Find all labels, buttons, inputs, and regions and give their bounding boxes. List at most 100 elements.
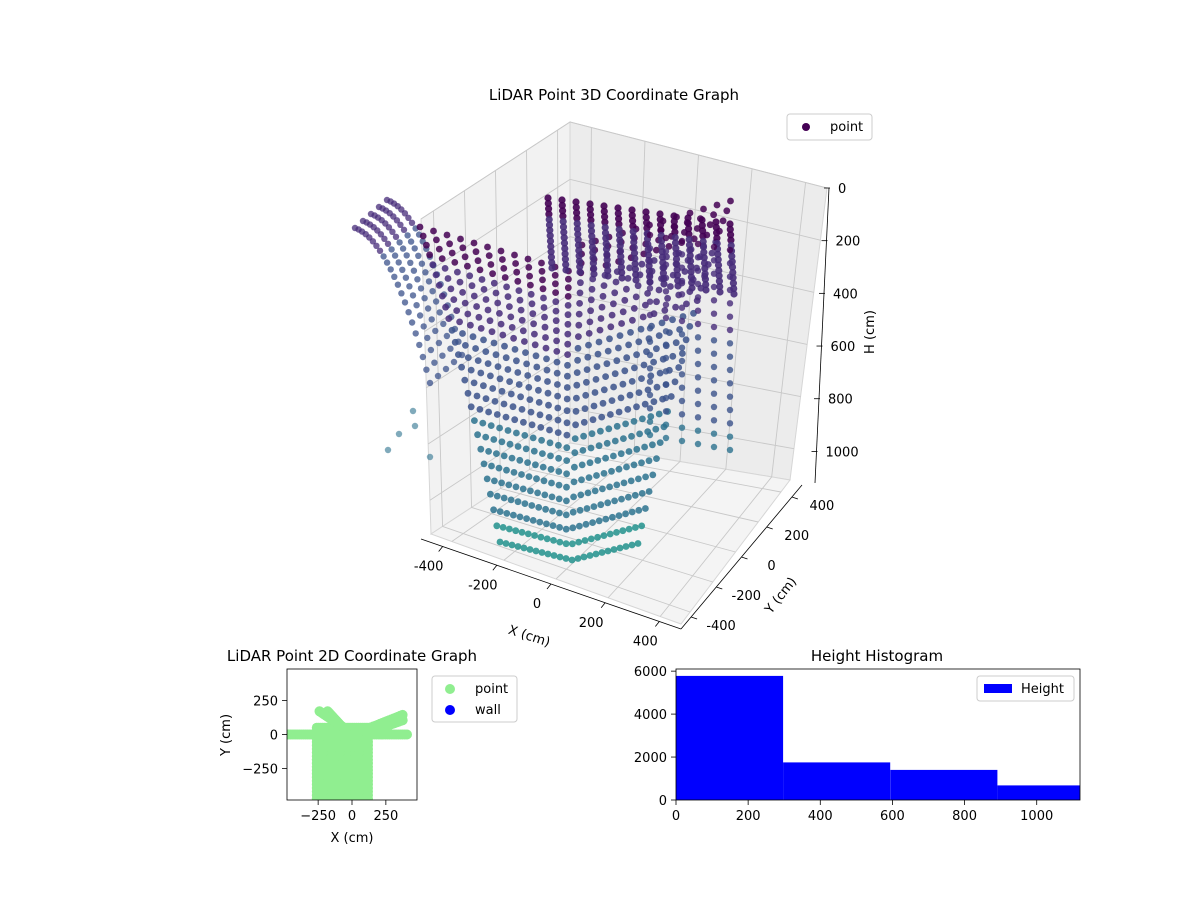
x-axis-label-2d: X (cm) <box>331 831 374 846</box>
data-point <box>485 448 492 455</box>
data-point <box>628 432 635 440</box>
data-point <box>531 532 538 539</box>
data-point <box>564 372 571 380</box>
x-tick-mark <box>655 621 660 627</box>
data-point <box>629 233 638 241</box>
legend-wall-marker <box>445 705 455 715</box>
data-point <box>545 205 553 213</box>
y-gridline <box>495 170 736 553</box>
scatter-2d-points <box>287 706 412 800</box>
data-point <box>571 435 579 442</box>
data-point <box>657 226 665 234</box>
data-point <box>547 248 555 256</box>
data-point <box>624 275 632 282</box>
data-point <box>646 365 654 372</box>
data-point <box>600 207 608 215</box>
data-point <box>726 246 734 254</box>
data-point <box>599 292 607 300</box>
data-point <box>387 266 394 273</box>
data-point <box>685 225 693 233</box>
y-gridline <box>464 190 713 583</box>
data-point <box>540 294 547 302</box>
data-point <box>714 250 722 258</box>
data-point <box>597 501 605 509</box>
data-point <box>710 350 718 357</box>
data-point <box>602 373 609 380</box>
data-point <box>713 229 721 237</box>
data-point <box>574 241 583 249</box>
data-point <box>701 275 710 283</box>
data-point <box>429 288 436 295</box>
data-point <box>543 366 551 374</box>
data-point <box>411 422 419 430</box>
data-point <box>564 320 572 328</box>
data-point <box>723 207 731 215</box>
data-point <box>399 266 406 273</box>
data-point <box>616 236 624 244</box>
data-point <box>728 252 736 260</box>
data-point <box>550 537 557 544</box>
data-point <box>553 337 560 345</box>
z-tick-label: 800 <box>828 393 853 408</box>
data-point <box>482 348 490 355</box>
data-point <box>726 353 734 360</box>
data-point <box>694 334 702 341</box>
data-point <box>624 406 632 413</box>
data-point <box>572 421 579 429</box>
data-point <box>726 366 734 374</box>
data-point <box>662 274 670 282</box>
data-point <box>619 527 627 535</box>
data-point <box>527 290 535 298</box>
data-point <box>596 326 604 334</box>
data-point <box>646 231 654 239</box>
data-point <box>727 197 734 205</box>
data-point <box>678 277 686 285</box>
data-point <box>577 491 585 499</box>
data-point <box>590 503 598 510</box>
data-point <box>710 430 718 437</box>
data-point <box>615 408 623 416</box>
data-point <box>470 292 478 300</box>
data-point <box>501 342 508 350</box>
data-point <box>547 452 554 460</box>
data-point <box>512 527 520 535</box>
data-point <box>513 357 520 365</box>
data-point <box>586 200 594 208</box>
data-point <box>473 392 481 400</box>
legend-point-label: point <box>475 682 508 697</box>
data-point <box>604 347 612 355</box>
data-point <box>434 372 442 380</box>
data-point <box>678 331 686 338</box>
data-point <box>428 316 435 323</box>
data-point <box>523 360 530 368</box>
data-point <box>410 267 418 274</box>
y-tick-label-2d: 250 <box>253 694 278 709</box>
data-point <box>538 436 545 444</box>
data-point <box>686 257 695 265</box>
data-point <box>588 243 597 251</box>
data-point <box>710 363 718 371</box>
data-point <box>678 371 686 378</box>
data-point <box>514 369 522 376</box>
data-point <box>554 404 562 412</box>
data-point <box>563 470 570 478</box>
data-point <box>672 339 680 347</box>
data-point <box>556 509 563 517</box>
data-point <box>645 457 653 465</box>
data-point <box>644 290 651 297</box>
data-point <box>496 310 503 317</box>
data-point <box>563 497 570 505</box>
data-point <box>555 468 563 475</box>
data-point <box>549 507 556 515</box>
data-point <box>675 364 683 371</box>
data-point <box>631 265 640 273</box>
data-point <box>700 254 708 262</box>
x-tick-mark <box>546 583 552 590</box>
data-point <box>592 376 600 383</box>
data-point <box>471 417 478 424</box>
data-point <box>615 225 623 234</box>
data-point <box>715 272 723 280</box>
data-point <box>582 391 590 399</box>
data-point <box>646 258 654 265</box>
data-point <box>635 338 643 346</box>
